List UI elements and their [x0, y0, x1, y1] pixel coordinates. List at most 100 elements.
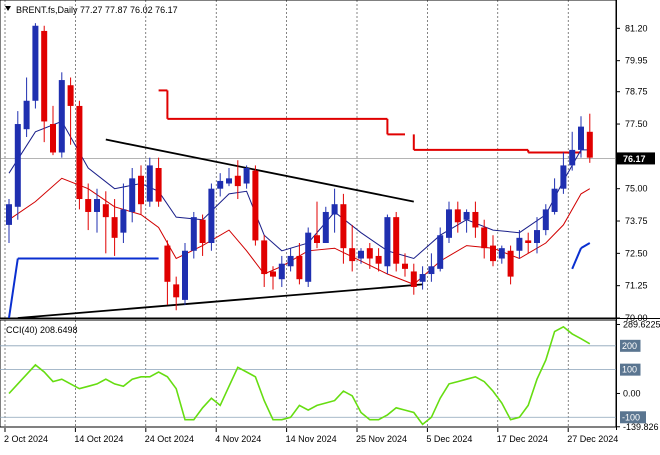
symbol-ohlc-text: BRENT.fs,Daily 77.27 77.87 76.02 76.17	[16, 5, 178, 15]
candles	[6, 23, 593, 311]
candle-body-bull	[6, 204, 12, 225]
trendline	[17, 283, 423, 319]
date-tick-label: 17 Dec 2024	[497, 434, 548, 444]
candle-body-bear	[340, 204, 347, 249]
last-price-box	[617, 152, 655, 165]
last-price-marker: 76.17	[617, 152, 655, 165]
candle-body-bull	[437, 235, 444, 269]
price-tick-label: 71.25	[625, 281, 648, 291]
candle-body-bull	[190, 217, 197, 251]
date-tick-label: 24 Oct 2024	[145, 434, 194, 444]
candle-body-bear	[111, 217, 118, 238]
candle-body-bear	[525, 240, 532, 243]
indicator-label: CCI(40) 208.6498	[6, 325, 78, 335]
candle-body-bull	[23, 100, 30, 130]
candle-body-bear	[138, 175, 144, 205]
candle-body-bear	[173, 284, 180, 298]
candle-body-bull	[58, 80, 65, 153]
date-tick-label: 27 Dec 2024	[567, 434, 618, 444]
candle-body-bull	[94, 199, 100, 212]
candle-body-bull	[498, 248, 505, 259]
candle-body-bear	[410, 271, 417, 287]
candle-body-bull	[278, 263, 285, 280]
candle-body-bull	[217, 180, 224, 189]
candle-body-bull	[551, 188, 558, 212]
candle-body-bull	[446, 209, 452, 238]
candle-body-bull	[243, 168, 250, 184]
candle-body-bull	[542, 209, 549, 231]
date-tick-label: 4 Nov 2024	[215, 434, 261, 444]
candle-body-bear	[67, 85, 74, 106]
candle-body-bull	[384, 217, 391, 267]
candle-body-bull	[32, 25, 39, 101]
candle-body-bull	[516, 237, 523, 251]
candle-body-bull	[358, 250, 364, 259]
candle-body-bear	[402, 263, 408, 269]
symbol-header: BRENT.fs,Daily 77.27 77.87 76.02 76.17	[5, 5, 178, 15]
candle-body-bull	[208, 188, 215, 243]
cci-indicator	[0, 325, 616, 426]
candle-body-bear	[234, 175, 241, 187]
candle-body-bear	[375, 255, 382, 264]
candle-body-bear	[164, 245, 171, 282]
price-tick-label: 70.00	[625, 313, 648, 323]
candle-body-bear	[50, 124, 56, 153]
cci-line	[8, 325, 591, 426]
candle-body-bear	[366, 248, 373, 259]
candle-body-bear	[454, 209, 461, 223]
candle-body-bear	[270, 271, 276, 277]
date-tick-label: 25 Nov 2024	[356, 434, 407, 444]
candle-body-bull	[419, 274, 426, 282]
cci-level-badge	[620, 411, 646, 424]
slow-ma-line	[8, 177, 591, 285]
date-tick-label: 5 Dec 2024	[426, 434, 472, 444]
candle-body-bear	[76, 105, 83, 200]
candle-body-bear	[199, 219, 206, 243]
candle-body-bull	[287, 255, 294, 267]
price-tick-label: 72.50	[625, 248, 648, 258]
candle-body-bear	[41, 30, 48, 122]
fast-ma-line	[8, 120, 590, 260]
price-tick-label: 77.50	[625, 119, 648, 129]
candle-body-bull	[305, 232, 312, 282]
candle-body-bull	[146, 165, 153, 202]
candle-body-bear	[252, 170, 259, 241]
candle-body-bull	[14, 124, 21, 207]
moving-averages	[8, 120, 591, 285]
cci-tick-label: 0.00	[623, 388, 641, 398]
candle-body-bull	[569, 149, 576, 166]
cci-tick-label: -139.826	[623, 422, 659, 432]
candle-body-bear	[472, 211, 479, 228]
grid-layer	[0, 0, 616, 428]
date-tick-label: 14 Nov 2024	[286, 434, 337, 444]
price-tick-label: 75.00	[625, 184, 648, 194]
candle-body-bear	[481, 227, 488, 249]
cci-tick-label: 200	[622, 341, 637, 351]
candle-body-bear	[85, 199, 92, 212]
last-price-label: 76.17	[623, 154, 646, 164]
candle-body-bear	[296, 255, 303, 280]
candle-body-bull	[331, 204, 338, 215]
candle-body-bull	[129, 178, 136, 212]
candle-body-bear	[314, 235, 320, 243]
cci-level-badge	[620, 363, 641, 376]
price-tick-label: 73.75	[625, 216, 648, 226]
trendlines	[17, 138, 423, 319]
candle-body-bear	[261, 240, 268, 275]
candle-body-bull	[534, 230, 540, 243]
candle-body-bull	[226, 178, 232, 184]
candle-body-bear	[102, 204, 109, 218]
price-tick-label: 78.75	[625, 87, 648, 97]
date-tick-label: 2 Oct 2024	[4, 434, 48, 444]
support-level-segment	[580, 242, 591, 250]
support-level-segment	[8, 258, 19, 319]
support-level-segment	[571, 247, 582, 270]
candle-body-bear	[586, 131, 593, 158]
candle-body-bull	[560, 165, 567, 189]
axes: 81.2079.9578.7577.5076.2575.0073.7572.50…	[4, 23, 660, 444]
trailing-stop-line	[158, 89, 581, 154]
date-tick-label: 14 Oct 2024	[74, 434, 123, 444]
collapse-triangle-icon	[5, 6, 11, 11]
cci-level-badge	[620, 339, 641, 352]
